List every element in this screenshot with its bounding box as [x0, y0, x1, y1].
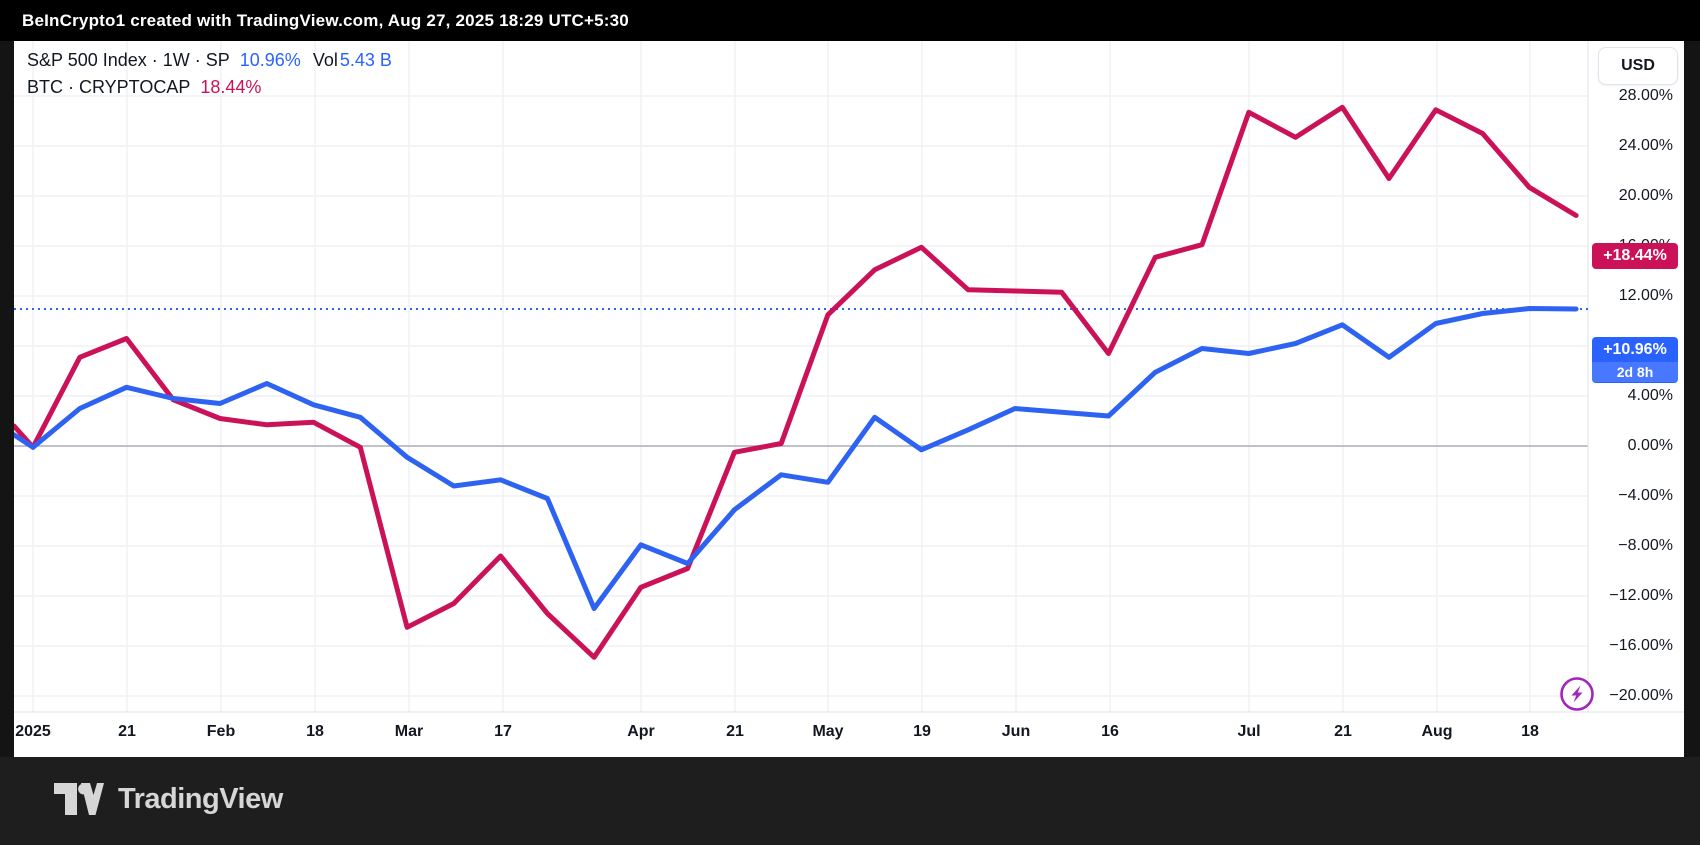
volume-label: Vol — [312, 50, 338, 70]
x-axis-label: 16 — [1101, 723, 1119, 740]
y-axis-label: −8.00% — [1618, 537, 1673, 554]
x-axis-label: 18 — [306, 723, 324, 740]
tradingview-brand-text: TradingView — [118, 782, 283, 815]
legend-row-btc[interactable]: BTC · CRYPTOCAP 18.44% — [27, 77, 392, 101]
x-axis-label: Feb — [206, 723, 236, 740]
legend-row-sp500[interactable]: S&P 500 Index · 1W · SP 10.96% Vol 5.43 … — [27, 50, 392, 74]
x-axis-label: 2025 — [15, 723, 51, 740]
chart-panel: S&P 500 Index · 1W · SP 10.96% Vol 5.43 … — [14, 41, 1684, 757]
y-axis-label: 12.00% — [1618, 287, 1673, 304]
watermark-bar: BeInCrypto1 created with TradingView.com… — [0, 0, 1700, 41]
y-axis-label: 0.00% — [1627, 437, 1673, 454]
x-axis-label: Mar — [394, 723, 424, 740]
volume-value: 5.43 B — [339, 50, 392, 70]
sp500-price-label: +10.96% 2d 8h — [1592, 337, 1678, 383]
y-axis-label: −16.00% — [1609, 637, 1673, 654]
y-axis-label: −4.00% — [1618, 487, 1673, 504]
x-axis-label: 21 — [118, 723, 136, 740]
tradingview-brand[interactable]: TradingView — [54, 781, 283, 817]
y-axis-label: 24.00% — [1618, 137, 1673, 154]
btc-symbol-title: BTC · CRYPTOCAP — [27, 77, 191, 97]
y-axis-label: 28.00% — [1618, 87, 1673, 104]
lightning-icon-bolt — [1571, 685, 1583, 703]
x-axis-label: 21 — [726, 723, 744, 740]
sp500-series-line[interactable] — [14, 306, 1579, 611]
x-axis-label: 18 — [1521, 723, 1539, 740]
sp500-symbol-title: S&P 500 Index · 1W · SP — [27, 50, 230, 70]
x-axis-label: Jul — [1237, 723, 1261, 740]
sp500-price-label-text: +10.96% — [1603, 341, 1667, 358]
x-axis-label: 21 — [1334, 723, 1352, 740]
btc-change-value: 18.44% — [200, 77, 262, 97]
x-axis-label: 19 — [913, 723, 931, 740]
watermark-text: BeInCrypto1 created with TradingView.com… — [22, 11, 629, 30]
y-axis-label: 4.00% — [1627, 387, 1673, 404]
x-axis-label: May — [812, 723, 844, 740]
chart-legend: S&P 500 Index · 1W · SP 10.96% Vol 5.43 … — [27, 50, 392, 104]
x-axis-label: 17 — [494, 723, 512, 740]
tradingview-logo — [54, 783, 104, 815]
bar-countdown: 2d 8h — [1592, 362, 1678, 382]
btc-price-label-text: +18.44% — [1603, 247, 1667, 264]
btc-price-label: +18.44% — [1592, 243, 1678, 269]
x-axis-label: Jun — [1001, 723, 1031, 740]
lightning-icon[interactable] — [1558, 675, 1596, 713]
currency-toggle-button[interactable]: USD — [1598, 47, 1678, 85]
y-axis-label: −12.00% — [1609, 587, 1673, 604]
price-chart[interactable] — [14, 41, 1684, 757]
y-axis-label: −20.00% — [1609, 687, 1673, 704]
y-axis-label: 20.00% — [1618, 187, 1673, 204]
btc-series-line[interactable] — [14, 104, 1579, 660]
x-axis-label: Aug — [1421, 723, 1453, 740]
sp500-change-value: 10.96% — [239, 50, 301, 70]
footer-bar: TradingView — [0, 757, 1700, 845]
x-axis-label: Apr — [627, 723, 655, 740]
